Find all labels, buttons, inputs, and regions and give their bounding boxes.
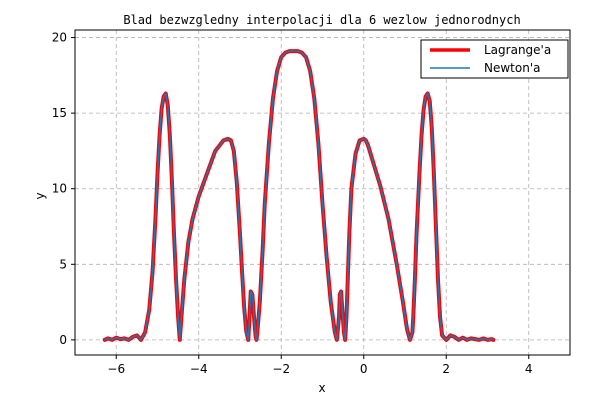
- x-tick-label: 2: [442, 362, 450, 376]
- legend: Lagrange'a Newton'a: [420, 39, 569, 79]
- legend-label-newton: Newton'a: [484, 61, 540, 75]
- y-axis-label: y: [33, 192, 47, 199]
- legend-box: [420, 39, 569, 79]
- x-axis-label: x: [318, 381, 325, 395]
- chart-title: Blad bezwzgledny interpolacji dla 6 wezl…: [123, 13, 520, 27]
- x-tick-label: −2: [272, 362, 290, 376]
- y-tick-label: 5: [59, 257, 67, 271]
- y-tick-label: 10: [52, 182, 67, 196]
- x-tick-label: −4: [190, 362, 208, 376]
- x-tick-label: 4: [525, 362, 533, 376]
- y-tick-label: 0: [59, 333, 67, 347]
- y-tick-label: 15: [52, 106, 67, 120]
- plot-area: [102, 49, 496, 342]
- y-tick-label: 20: [52, 31, 67, 45]
- x-tick-label: −6: [107, 362, 125, 376]
- legend-label-lagrange: Lagrange'a: [484, 43, 551, 57]
- ticks: −6 −4 −2 0 2 4 0 5 10 15 20: [52, 31, 533, 376]
- axes-frame: [74, 29, 571, 356]
- series-line-newton: [103, 50, 495, 341]
- x-tick-label: 0: [360, 362, 368, 376]
